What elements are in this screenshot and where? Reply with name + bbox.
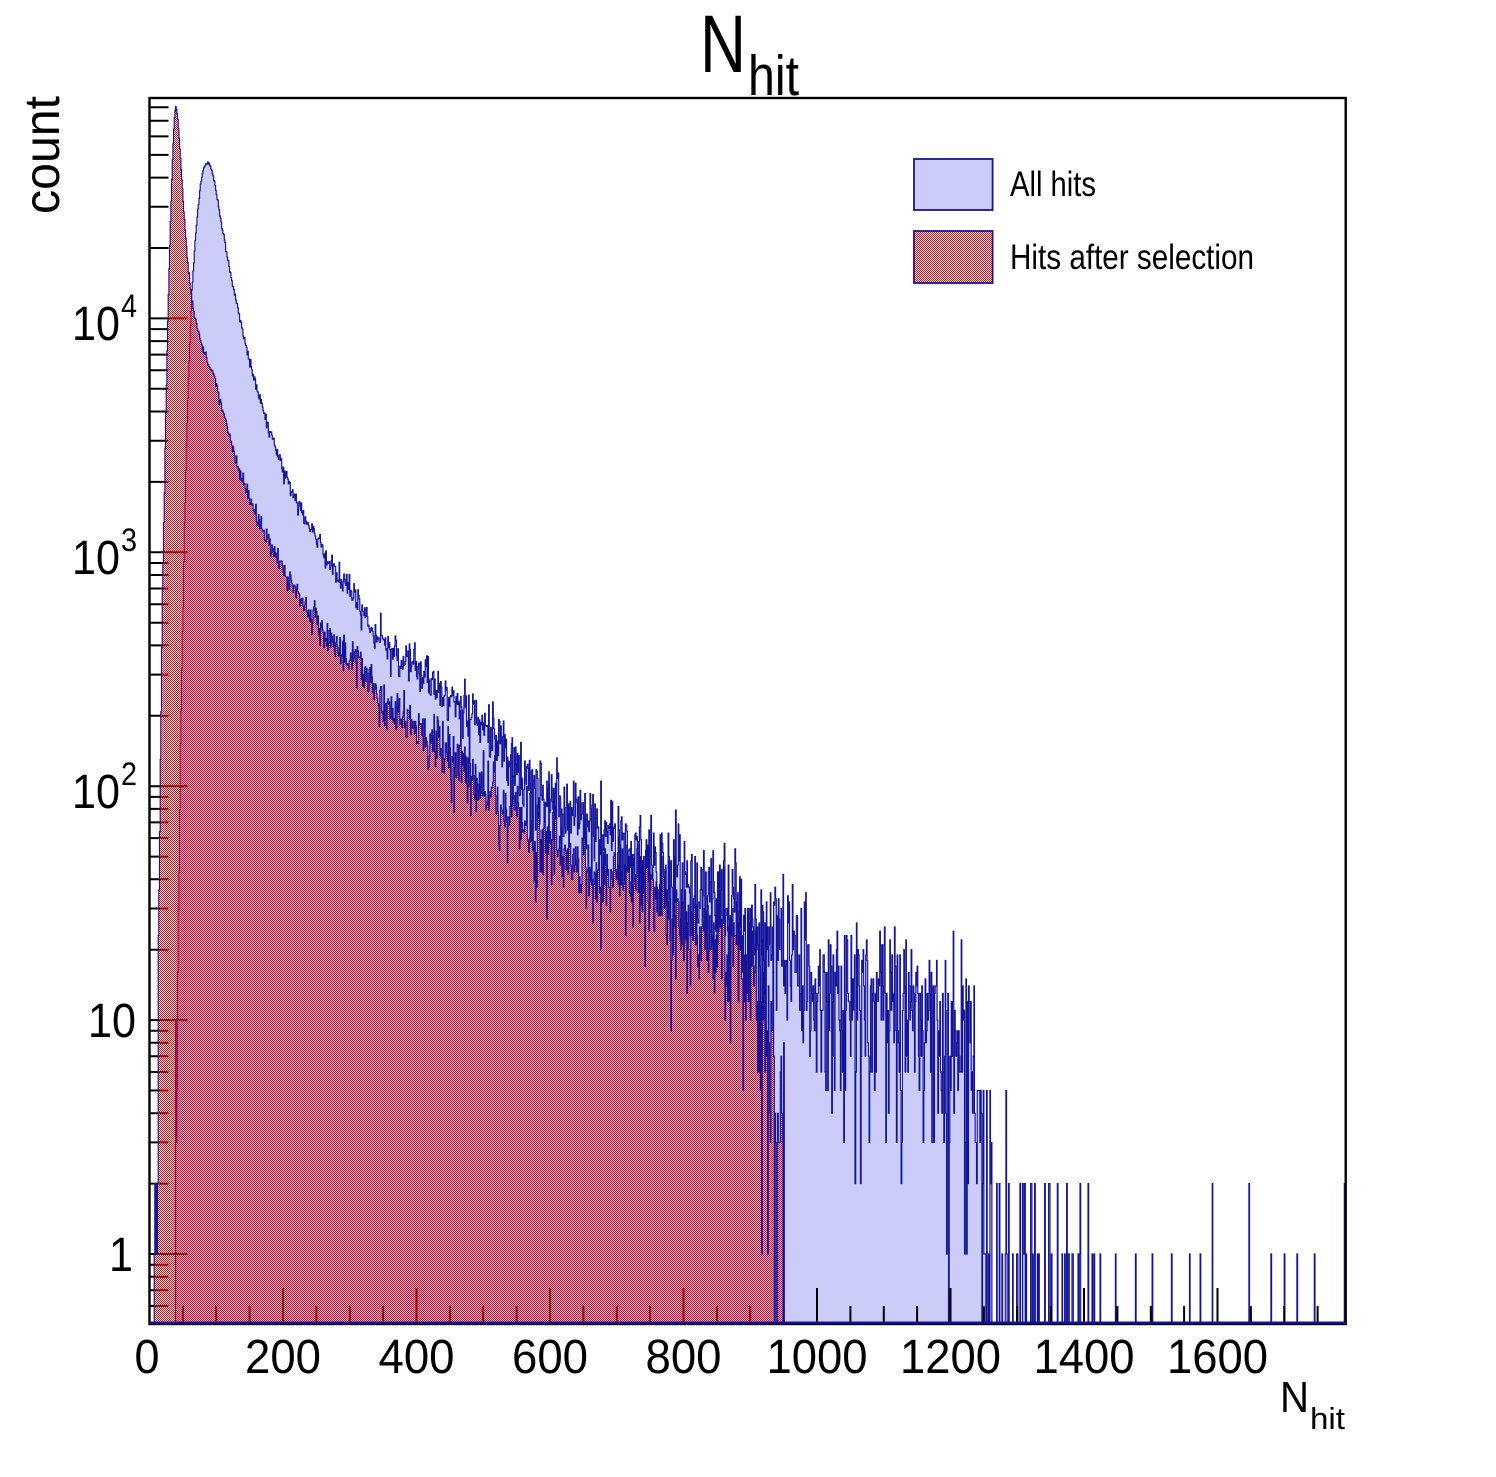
svg-text:1400: 1400 xyxy=(1034,1331,1135,1384)
svg-text:1200: 1200 xyxy=(900,1331,1001,1384)
svg-text:3: 3 xyxy=(121,522,137,558)
svg-text:hit: hit xyxy=(748,44,799,108)
svg-text:Hits after selection: Hits after selection xyxy=(1010,238,1254,277)
svg-text:N: N xyxy=(1280,1373,1309,1422)
svg-text:count: count xyxy=(14,96,70,214)
svg-text:10: 10 xyxy=(72,298,120,351)
svg-text:2: 2 xyxy=(121,756,137,792)
svg-text:10: 10 xyxy=(72,766,120,819)
svg-text:1: 1 xyxy=(109,1229,133,1282)
svg-text:400: 400 xyxy=(379,1331,455,1384)
svg-text:0: 0 xyxy=(135,1331,160,1384)
svg-text:N: N xyxy=(700,0,746,90)
svg-text:1600: 1600 xyxy=(1167,1331,1268,1384)
svg-text:800: 800 xyxy=(646,1331,722,1384)
svg-text:600: 600 xyxy=(512,1331,588,1384)
svg-text:4: 4 xyxy=(121,288,137,324)
svg-text:1000: 1000 xyxy=(767,1331,868,1384)
svg-text:10: 10 xyxy=(88,995,136,1048)
svg-text:10: 10 xyxy=(72,532,120,585)
svg-text:hit: hit xyxy=(1310,1401,1345,1436)
svg-text:All hits: All hits xyxy=(1010,165,1096,204)
svg-text:200: 200 xyxy=(245,1331,321,1384)
